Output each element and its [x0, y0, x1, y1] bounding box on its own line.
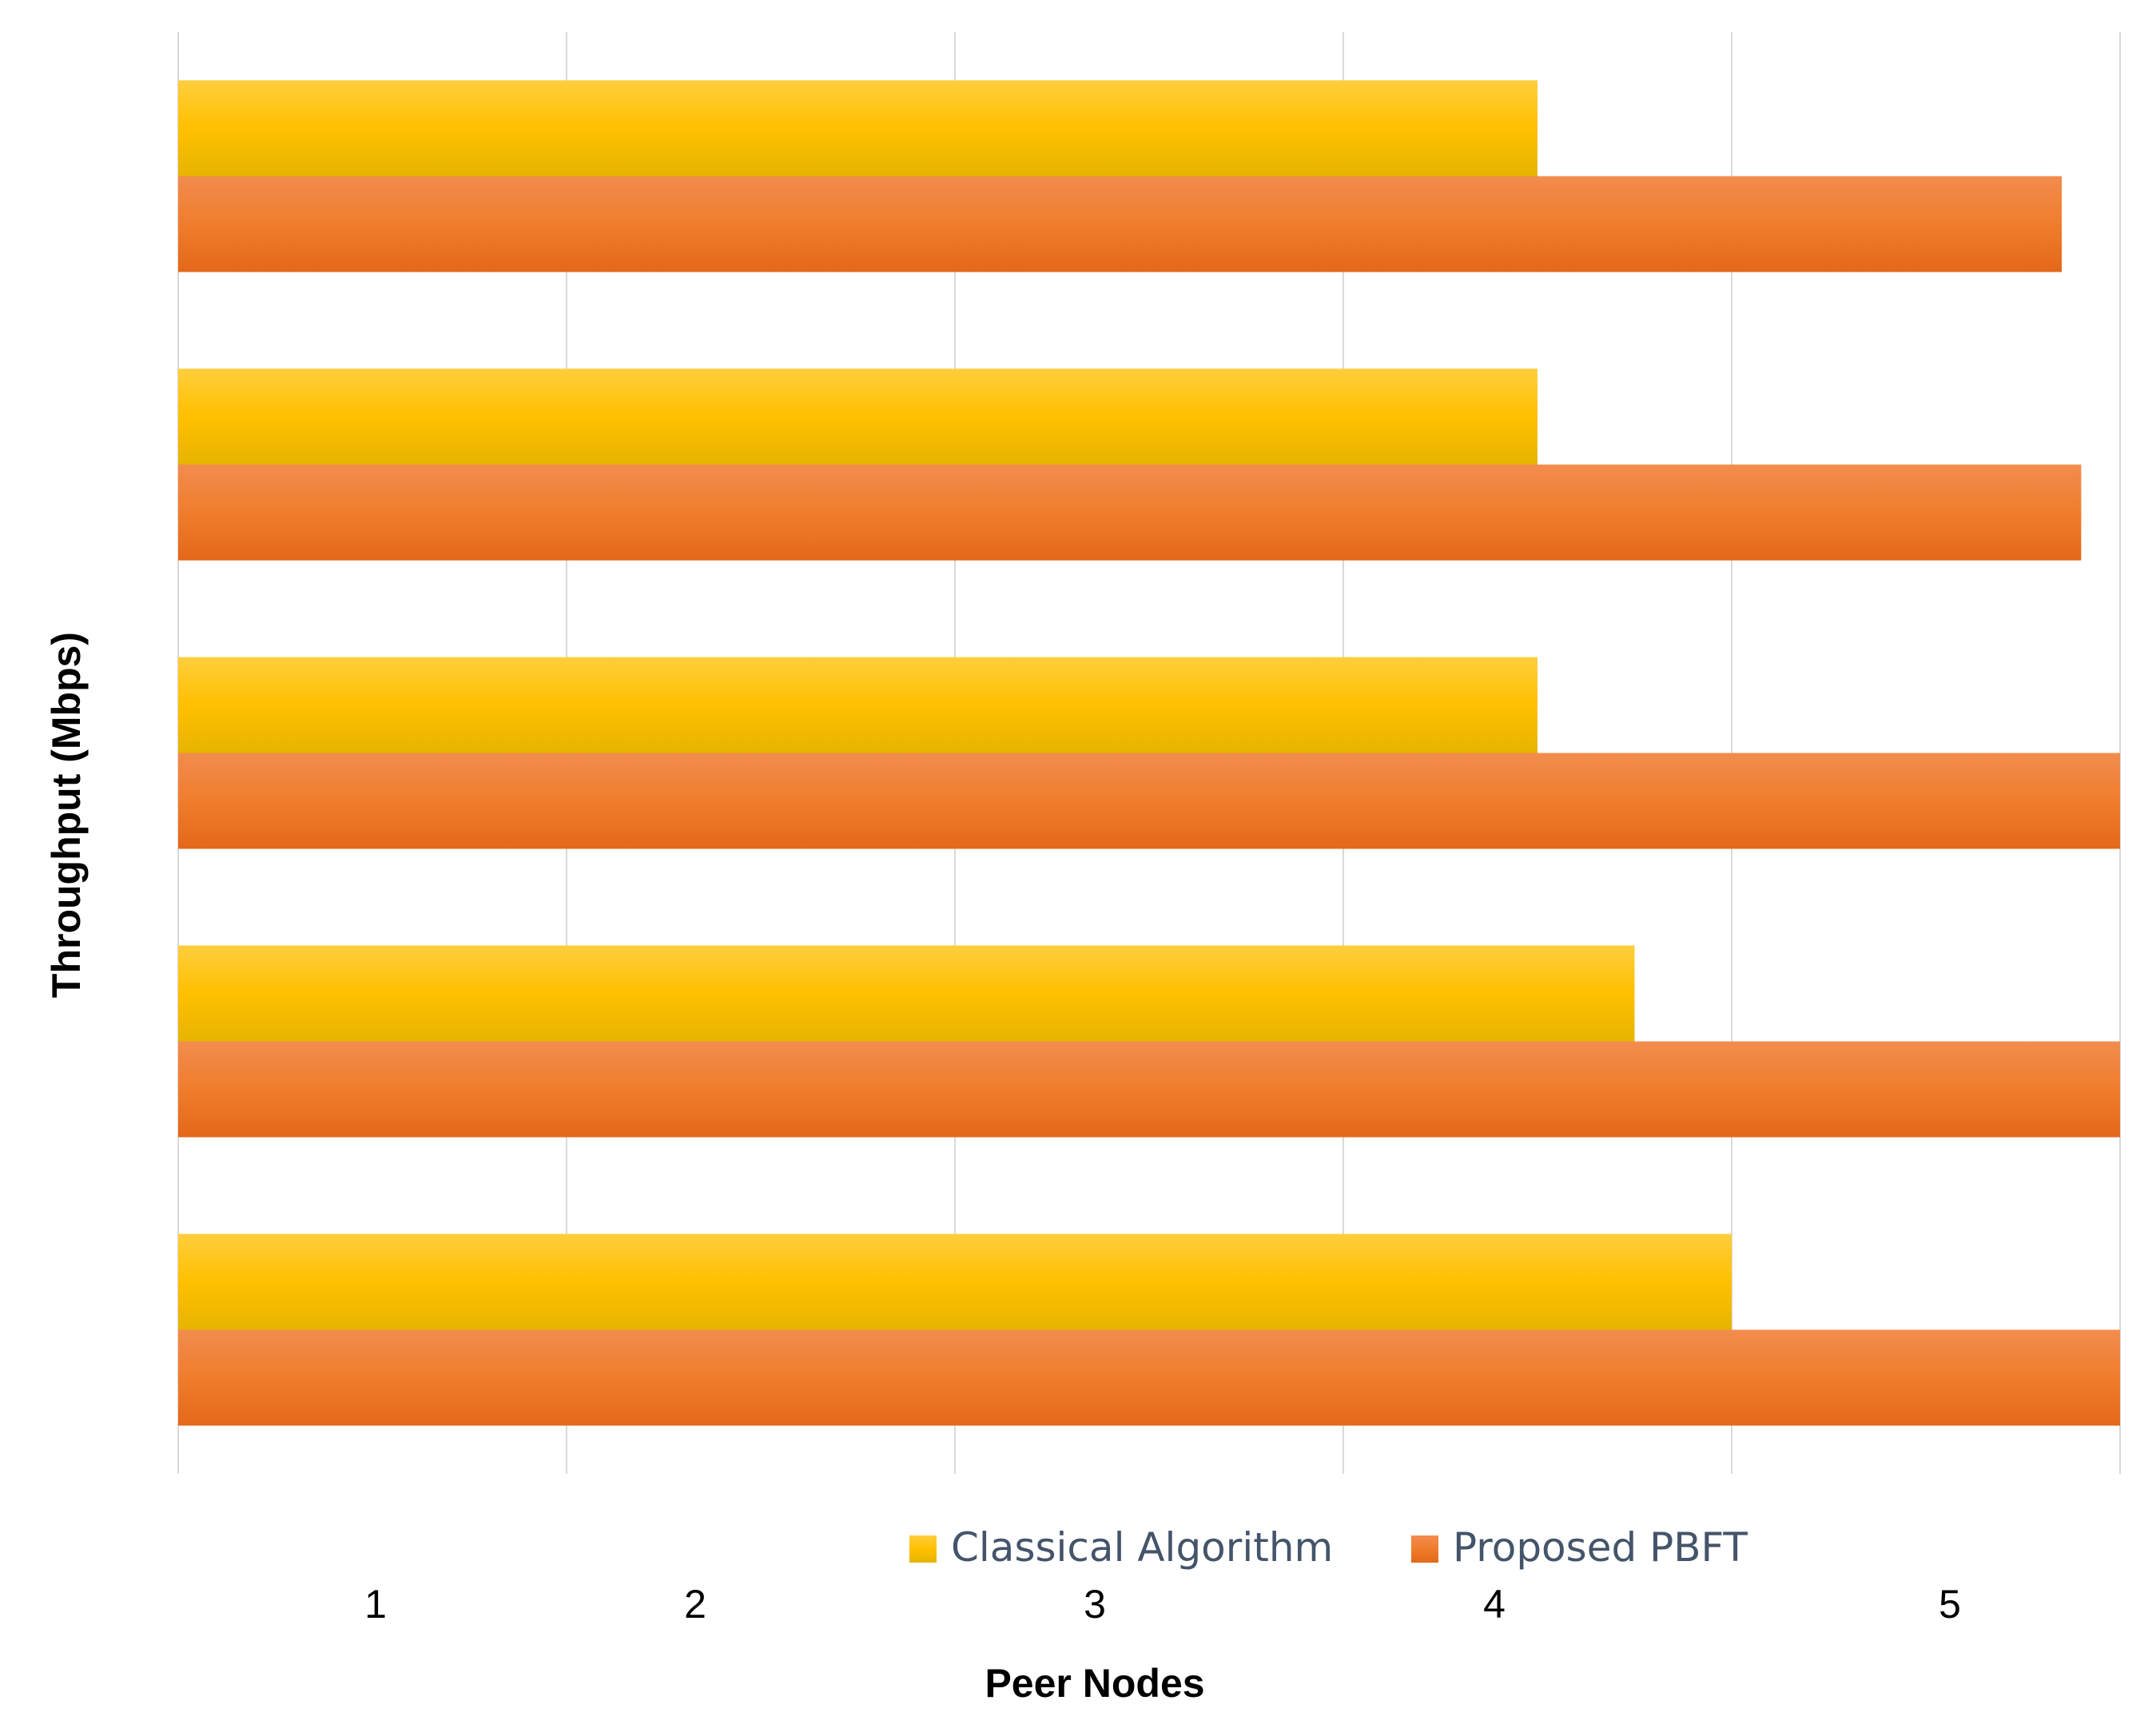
bars: [178, 80, 2120, 1426]
legend-swatch-proposed: [1411, 1535, 1438, 1563]
x-tick-labels: 1 2 3 4 5: [364, 1582, 1961, 1627]
bar-classical-4: [178, 368, 1537, 465]
bar-classical-1: [178, 1233, 1732, 1330]
x-tick-label: 2: [684, 1582, 706, 1627]
x-tick-label: 3: [1084, 1582, 1106, 1627]
bar-classical-2: [178, 945, 1635, 1042]
legend-swatch-classical: [909, 1535, 937, 1563]
bar-proposed-3: [178, 753, 2120, 849]
x-tick-label: 5: [1939, 1582, 1961, 1627]
bar-proposed-2: [178, 1041, 2120, 1138]
x-axis-label: Peer Nodes: [985, 1661, 1204, 1706]
bar-proposed-1: [178, 1329, 2120, 1426]
legend-label-proposed: Proposed PBFT: [1453, 1524, 1748, 1571]
bar-proposed-5: [178, 176, 2063, 272]
bar-classical-5: [178, 80, 1537, 177]
x-tick-label: 1: [364, 1582, 387, 1627]
legend: Classical Algorithm Proposed PBFT: [909, 1524, 1748, 1571]
x-tick-label: 4: [1483, 1582, 1506, 1627]
bar-classical-3: [178, 657, 1537, 753]
legend-label-classical: Classical Algorithm: [951, 1524, 1333, 1571]
bar-proposed-4: [178, 464, 2082, 561]
y-axis-label: Throughput (Mbps): [44, 632, 89, 998]
